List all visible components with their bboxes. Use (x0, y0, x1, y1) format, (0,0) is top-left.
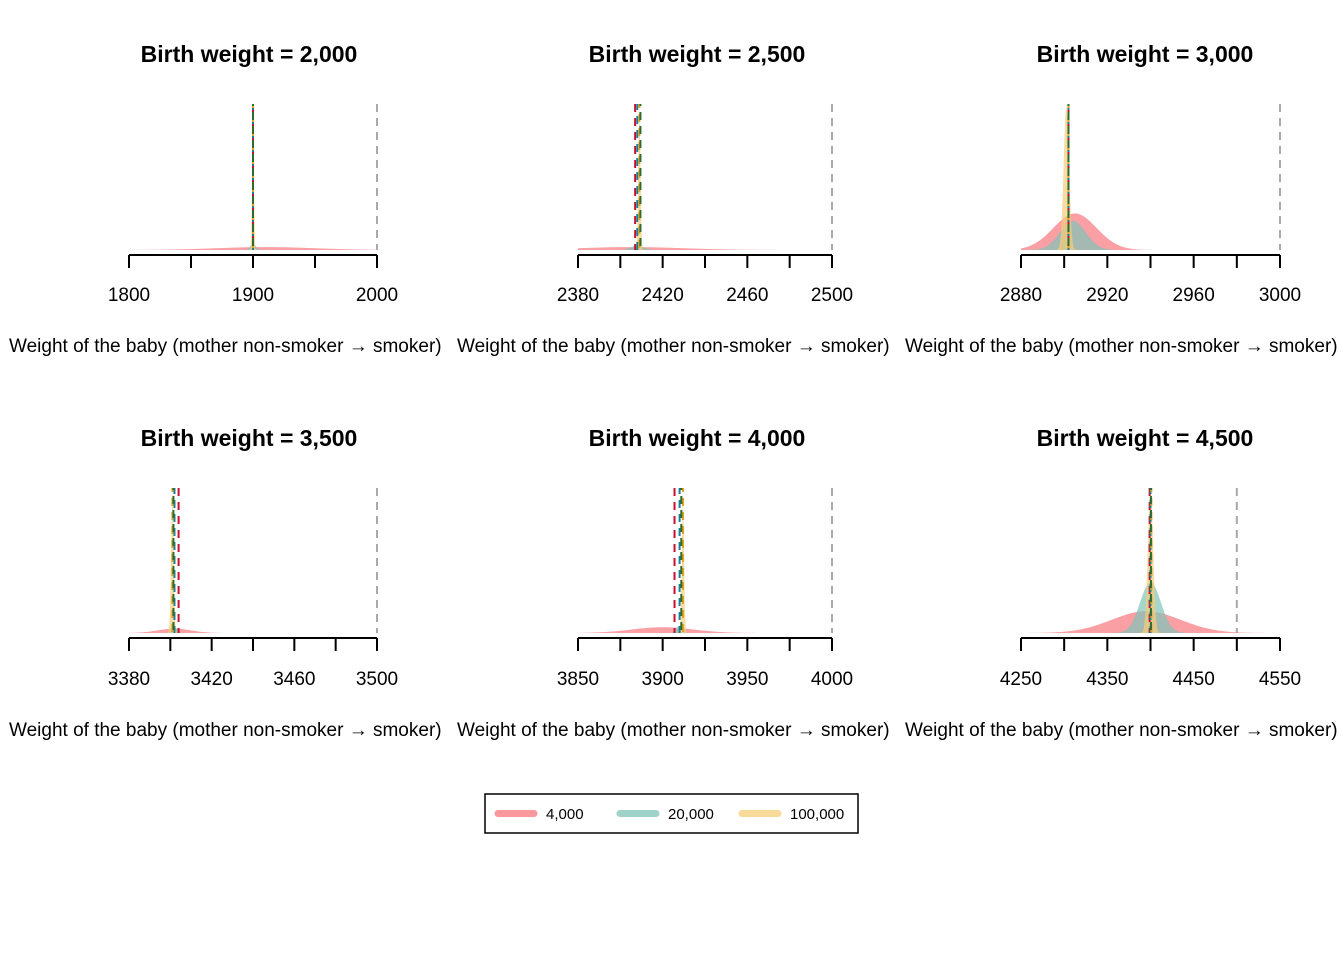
panel-3: Birth weight = 3,000 2880 2920 2960 3000 Weig… (905, 41, 1338, 357)
panel-title: Birth weight = 3,000 (1037, 41, 1254, 67)
x-tick-label: 2460 (726, 285, 768, 306)
x-axis-label: Weight of the baby (mother non-smoker → … (9, 720, 442, 741)
density-areas (578, 491, 832, 633)
x-tick-label: 1800 (108, 285, 150, 306)
density-1 (578, 247, 832, 250)
density-3 (578, 491, 832, 633)
density-areas (129, 488, 377, 633)
x-axis-label: Weight of the baby (mother non-smoker → … (905, 336, 1338, 357)
x-tick-label: 3420 (191, 669, 233, 690)
panel-title: Birth weight = 2,500 (589, 41, 806, 67)
panel-1: Birth weight = 2,000 1800 1900 2000 Weight o… (9, 41, 442, 357)
panel-5: Birth weight = 4,000 3850 3900 3950 4000 Weig… (457, 425, 890, 741)
x-tick-label: 2880 (1000, 285, 1042, 306)
panel-6: Birth weight = 4,500 4250 4350 4450 4550 Weig… (905, 425, 1338, 741)
legend-label: 4,000 (546, 806, 584, 823)
x-tick-label: 3000 (1259, 285, 1301, 306)
x-axis-label: Weight of the baby (mother non-smoker → … (9, 336, 442, 357)
density-3 (129, 488, 377, 633)
density-areas (1021, 104, 1280, 250)
legend-label: 100,000 (790, 806, 844, 823)
panel-4: Birth weight = 3,500 3380 3420 3460 3500 Weig… (9, 425, 442, 741)
x-tick-label: 2000 (356, 285, 398, 306)
x-tick-label: 4250 (1000, 669, 1042, 690)
x-axis-label: Weight of the baby (mother non-smoker → … (905, 720, 1338, 741)
legend: 4,000 20,000 100,000 (484, 793, 859, 834)
x-tick-label: 2920 (1086, 285, 1128, 306)
x-tick-label: 4450 (1173, 669, 1215, 690)
x-tick-label: 2420 (642, 285, 684, 306)
panel-title: Birth weight = 3,500 (141, 425, 358, 451)
x-tick-label: 4000 (811, 669, 853, 690)
x-tick-label: 1900 (232, 285, 274, 306)
legend-label: 20,000 (668, 806, 714, 823)
density-3 (578, 104, 832, 250)
x-tick-label: 3850 (557, 669, 599, 690)
x-tick-label: 2960 (1173, 285, 1215, 306)
density-1 (129, 628, 377, 633)
legend-box (484, 793, 859, 834)
x-tick-label: 3500 (356, 669, 398, 690)
density-areas (578, 104, 832, 250)
density-2 (1021, 220, 1280, 250)
x-tick-label: 4350 (1086, 669, 1128, 690)
x-axis-label: Weight of the baby (mother non-smoker → … (457, 336, 890, 357)
density-1 (578, 627, 832, 633)
x-tick-label: 3900 (642, 669, 684, 690)
x-tick-label: 2380 (557, 285, 599, 306)
x-tick-label: 3380 (108, 669, 150, 690)
x-tick-label: 2500 (811, 285, 853, 306)
x-tick-label: 3950 (726, 669, 768, 690)
panel-title: Birth weight = 4,000 (589, 425, 806, 451)
x-tick-label: 3460 (273, 669, 315, 690)
x-tick-label: 4550 (1259, 669, 1301, 690)
panel-title: Birth weight = 4,500 (1037, 425, 1254, 451)
panel-2: Birth weight = 2,500 2380 2420 2460 2500 Weig… (457, 41, 890, 357)
x-axis-label: Weight of the baby (mother non-smoker → … (457, 720, 890, 741)
panel-title: Birth weight = 2,000 (141, 41, 358, 67)
